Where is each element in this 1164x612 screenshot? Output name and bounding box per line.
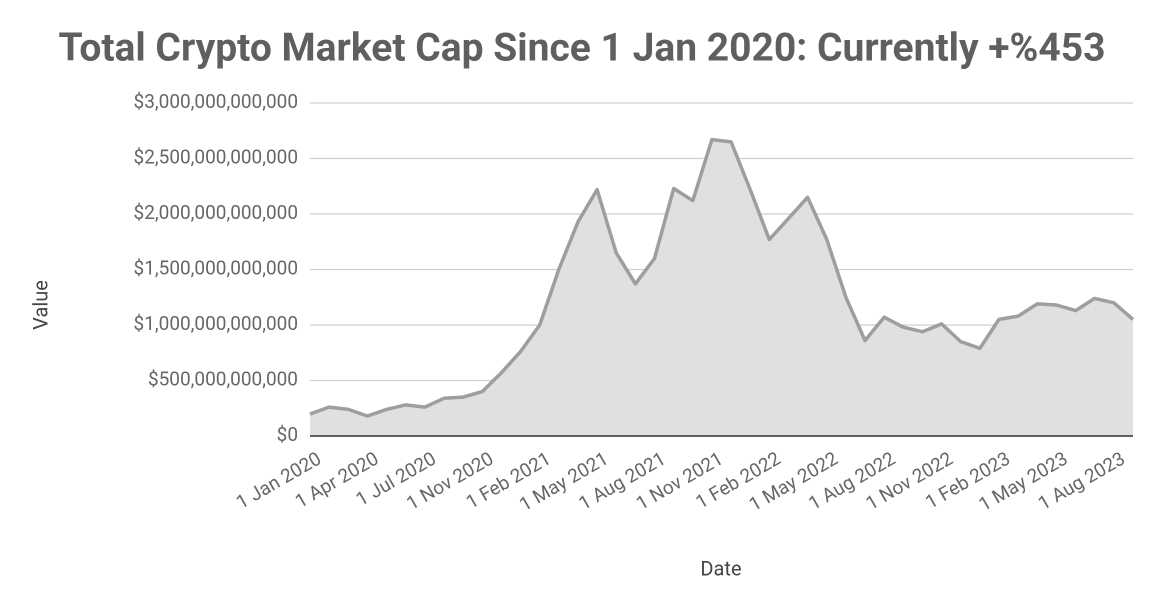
y-tick-label: $1,000,000,000,000	[134, 312, 298, 335]
y-tick-label: $2,500,000,000,000	[134, 146, 298, 169]
area-fill	[310, 139, 1133, 436]
chart-title: Total Crypto Market Cap Since 1 Jan 2020…	[58, 24, 1105, 70]
x-axis-title: Date	[700, 556, 741, 580]
y-tick-label: $500,000,000,000	[148, 368, 298, 391]
area-line	[309, 137, 1135, 418]
y-tick-label: $1,500,000,000,000	[134, 257, 298, 280]
y-axis-title: Value	[28, 280, 52, 330]
y-tick-label: $2,000,000,000,000	[134, 201, 298, 224]
y-tick-label: $0	[277, 423, 298, 446]
y-tick-label: $3,000,000,000,000	[134, 90, 298, 113]
